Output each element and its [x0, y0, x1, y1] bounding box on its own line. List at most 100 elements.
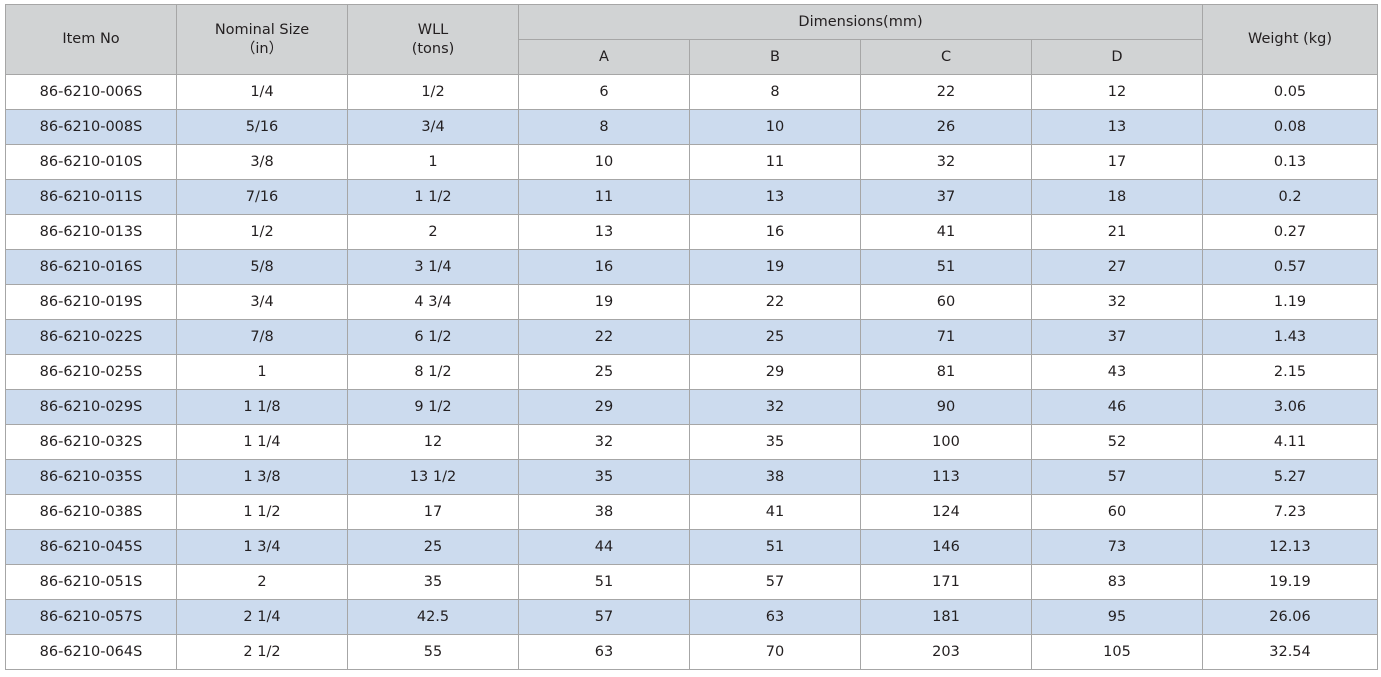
item-no-cell: 86-6210-022S	[5, 319, 177, 355]
item-no-cell: 86-6210-057S	[5, 599, 177, 635]
dim-d-cell: 13	[1030, 109, 1204, 145]
table-row: 86-6210-029S 1 1/8 9 1/2 29 32 90 46 3.06	[5, 389, 1379, 425]
weight-cell: 3.06	[1202, 389, 1379, 425]
wll-cell: 8 1/2	[347, 354, 519, 390]
weight-cell: 0.05	[1202, 74, 1379, 110]
nominal-size-cell: 1 1/8	[176, 389, 348, 425]
header-dimensions: Dimensions(mm)	[517, 4, 1204, 40]
dim-a-cell: 19	[518, 284, 690, 320]
item-no-cell: 86-6210-035S	[5, 459, 177, 495]
weight-cell: 4.11	[1202, 424, 1379, 460]
dim-d-cell: 27	[1030, 249, 1204, 285]
dim-a-cell: 32	[518, 424, 690, 460]
header-dim-c: C	[860, 39, 1032, 75]
item-no-cell: 86-6210-064S	[5, 634, 177, 670]
dim-a-cell: 16	[518, 249, 690, 285]
header-wll-label: WLL	[417, 21, 449, 38]
item-no-cell: 86-6210-038S	[5, 494, 177, 530]
table-header: Item No Nominal Size （in） WLL (tons) Dim…	[5, 4, 1379, 75]
header-dim-a: A	[518, 39, 690, 75]
dim-a-cell: 22	[518, 319, 690, 355]
dim-c-cell: 124	[860, 494, 1032, 530]
nominal-size-cell: 2 1/2	[176, 634, 348, 670]
item-no-cell: 86-6210-013S	[5, 214, 177, 250]
nominal-size-cell: 2 1/4	[176, 599, 348, 635]
nominal-size-cell: 7/8	[176, 319, 348, 355]
header-wll-unit: (tons)	[411, 40, 455, 57]
table-row: 86-6210-064S 2 1/2 55 63 70 203 105 32.54	[5, 634, 1379, 670]
dim-d-cell: 18	[1030, 179, 1204, 215]
wll-cell: 1	[347, 144, 519, 180]
dim-b-cell: 8	[689, 74, 861, 110]
wll-cell: 13 1/2	[347, 459, 519, 495]
wll-cell: 4 3/4	[347, 284, 519, 320]
table-row: 86-6210-022S 7/8 6 1/2 22 25 71 37 1.43	[5, 319, 1379, 355]
dim-b-cell: 32	[689, 389, 861, 425]
table-row: 86-6210-057S 2 1/4 42.5 57 63 181 95 26.06	[5, 599, 1379, 635]
table-row: 86-6210-038S 1 1/2 17 38 41 124 60 7.23	[5, 494, 1379, 530]
weight-cell: 1.43	[1202, 319, 1379, 355]
weight-cell: 0.08	[1202, 109, 1379, 145]
dim-d-cell: 52	[1030, 424, 1204, 460]
weight-cell: 12.13	[1202, 529, 1379, 565]
dim-d-cell: 17	[1030, 144, 1204, 180]
dim-b-cell: 63	[689, 599, 861, 635]
wll-cell: 9 1/2	[347, 389, 519, 425]
table-row: 86-6210-011S 7/16 1 1/2 11 13 37 18 0.2	[5, 179, 1379, 215]
wll-cell: 12	[347, 424, 519, 460]
dim-b-cell: 29	[689, 354, 861, 390]
dim-a-cell: 13	[518, 214, 690, 250]
shackle-spec-table: Item No Nominal Size （in） WLL (tons) Dim…	[5, 4, 1379, 670]
dim-d-cell: 12	[1030, 74, 1204, 110]
item-no-cell: 86-6210-029S	[5, 389, 177, 425]
wll-cell: 6 1/2	[347, 319, 519, 355]
wll-cell: 42.5	[347, 599, 519, 635]
nominal-size-cell: 1 1/2	[176, 494, 348, 530]
dim-b-cell: 22	[689, 284, 861, 320]
dim-b-cell: 11	[689, 144, 861, 180]
dim-b-cell: 41	[689, 494, 861, 530]
table-row: 86-6210-010S 3/8 1 10 11 32 17 0.13	[5, 144, 1379, 180]
table-row: 86-6210-019S 3/4 4 3/4 19 22 60 32 1.19	[5, 284, 1379, 320]
dim-c-cell: 181	[860, 599, 1032, 635]
dim-c-cell: 146	[860, 529, 1032, 565]
header-dim-b: B	[689, 39, 861, 75]
table-row: 86-6210-008S 5/16 3/4 8 10 26 13 0.08	[5, 109, 1379, 145]
table-body: 86-6210-006S 1/4 1/2 6 8 22 12 0.05 86-6210-008S…	[5, 74, 1379, 670]
table-row: 86-6210-051S 2 35 51 57 171 83 19.19	[5, 564, 1379, 600]
wll-cell: 3/4	[347, 109, 519, 145]
header-wll: WLL (tons)	[347, 4, 519, 75]
dim-a-cell: 29	[518, 389, 690, 425]
dim-c-cell: 32	[860, 144, 1032, 180]
dim-d-cell: 95	[1030, 599, 1204, 635]
wll-cell: 25	[347, 529, 519, 565]
wll-cell: 3 1/4	[347, 249, 519, 285]
nominal-size-cell: 3/8	[176, 144, 348, 180]
header-nominal-size: Nominal Size （in）	[176, 4, 348, 75]
wll-cell: 35	[347, 564, 519, 600]
table-row: 86-6210-032S 1 1/4 12 32 35 100 52 4.11	[5, 424, 1379, 460]
nominal-size-cell: 2	[176, 564, 348, 600]
dim-a-cell: 63	[518, 634, 690, 670]
item-no-cell: 86-6210-016S	[5, 249, 177, 285]
dim-d-cell: 46	[1030, 389, 1204, 425]
header-dim-d: D	[1030, 39, 1204, 75]
dim-b-cell: 35	[689, 424, 861, 460]
header-nominal-size-unit: （in）	[240, 40, 284, 57]
wll-cell: 2	[347, 214, 519, 250]
table-row: 86-6210-013S 1/2 2 13 16 41 21 0.27	[5, 214, 1379, 250]
dim-c-cell: 90	[860, 389, 1032, 425]
nominal-size-cell: 1 3/4	[176, 529, 348, 565]
dim-d-cell: 43	[1030, 354, 1204, 390]
nominal-size-cell: 1/4	[176, 74, 348, 110]
dim-b-cell: 51	[689, 529, 861, 565]
dim-c-cell: 203	[860, 634, 1032, 670]
dim-a-cell: 25	[518, 354, 690, 390]
dim-b-cell: 16	[689, 214, 861, 250]
wll-cell: 1/2	[347, 74, 519, 110]
item-no-cell: 86-6210-032S	[5, 424, 177, 460]
nominal-size-cell: 1 1/4	[176, 424, 348, 460]
dim-b-cell: 70	[689, 634, 861, 670]
dim-c-cell: 41	[860, 214, 1032, 250]
dim-a-cell: 8	[518, 109, 690, 145]
